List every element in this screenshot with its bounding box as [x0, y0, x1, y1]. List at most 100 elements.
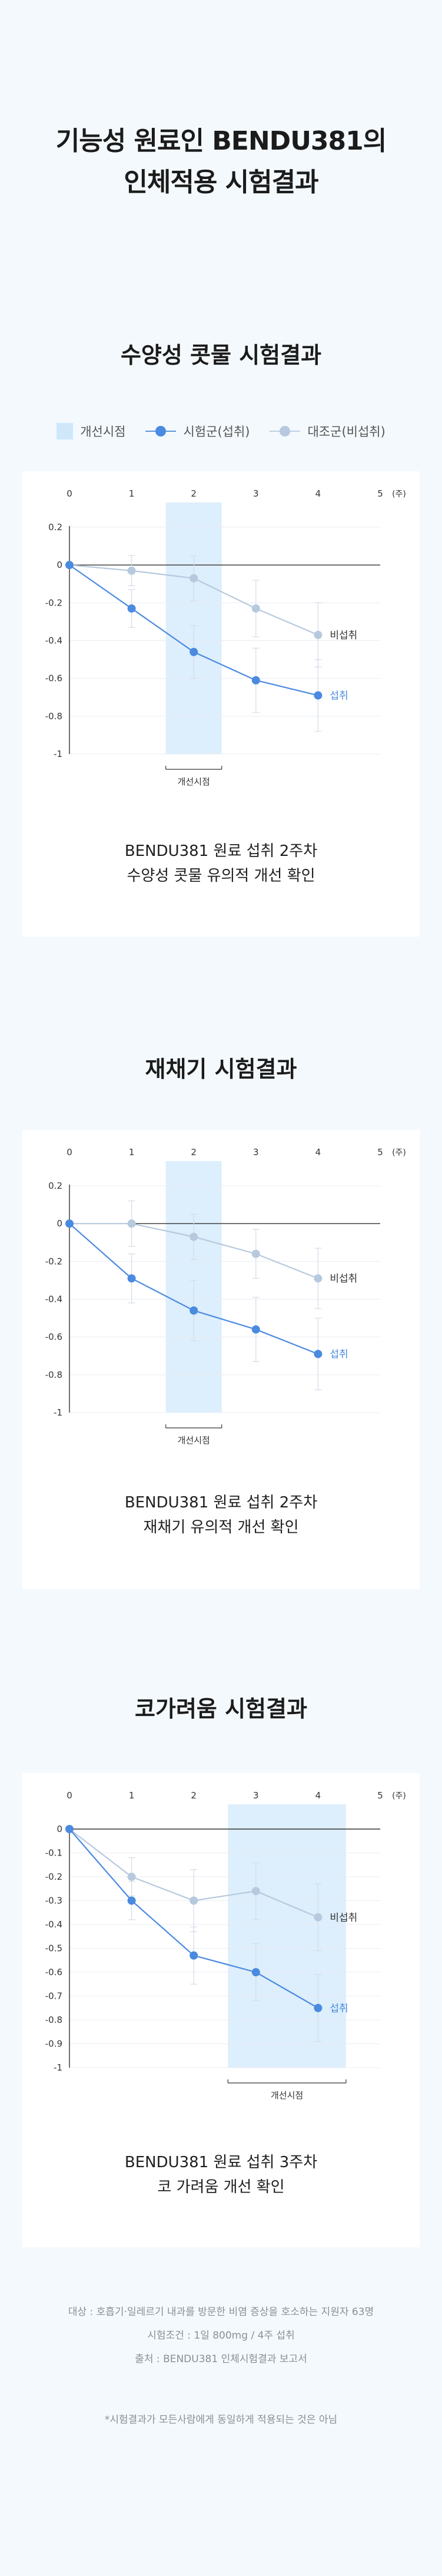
data-point-control [190, 1232, 198, 1241]
improvement-window [228, 1804, 346, 2068]
y-tick-label: 0.2 [48, 1180, 62, 1191]
data-point-treatment [65, 561, 74, 570]
y-tick-label: -0.2 [45, 597, 62, 608]
y-tick-label: -0.8 [45, 711, 62, 722]
data-point-control [190, 1896, 198, 1905]
data-point-treatment [251, 1968, 260, 1976]
data-point-control [314, 630, 323, 639]
y-tick-label: -0.6 [45, 1332, 62, 1342]
series-label-control: 비섭취 [330, 630, 357, 641]
data-point-control [251, 1249, 260, 1258]
chart-caption-sneezing: BENDU381 원료 섭취 2주차 재채기 유의적 개선 확인 [22, 1490, 420, 1540]
legend: 개선시점 시험군(섭취) 대조군(비섭취) [0, 419, 442, 443]
note-conditions: 시험조건 : 1일 800mg / 4주 섭취 [147, 2330, 295, 2342]
chart-nasal-itch: 0 1 2 3 4 5 (주) 0 -0.1 -0.2 -0.3 -0.4 -0.5 -0.6 -0.7 -0… [45, 1790, 406, 2101]
y-tick-label: -0.5 [45, 1943, 62, 1954]
x-tick-label: 2 [191, 1790, 197, 1801]
caption-line-2: 재채기 유의적 개선 확인 [143, 1519, 299, 1536]
data-point-control [251, 1887, 260, 1896]
x-unit-label: (주) [392, 1791, 406, 1801]
x-tick-label: 1 [129, 1790, 135, 1801]
data-point-control [314, 1913, 323, 1922]
x-tick-label: 2 [191, 1147, 197, 1158]
y-tick-label: -0.1 [45, 1848, 62, 1859]
data-point-treatment [65, 1219, 74, 1228]
y-tick-label: 0 [57, 1218, 62, 1229]
window-label: 개선시점 [178, 776, 210, 787]
y-tick-label: -0.4 [45, 1919, 62, 1930]
legend-swatch-treatment [145, 425, 177, 437]
series-label-treatment: 섭취 [330, 1349, 348, 1361]
data-point-treatment [251, 1325, 260, 1334]
caption-line-1: BENDU381 원료 섭취 2주차 [124, 1494, 318, 1512]
x-tick-label: 5 [377, 1147, 383, 1158]
y-tick-label: -0.4 [45, 1294, 62, 1305]
x-tick-label: 4 [315, 1147, 321, 1158]
data-point-control [190, 574, 198, 583]
legend-swatch-control [270, 425, 301, 437]
x-unit-label: (주) [392, 1148, 406, 1158]
section-title-sneezing: 재채기 시험결과 [145, 1056, 297, 1082]
y-tick-label: -0.2 [45, 1256, 62, 1266]
x-unit-label: (주) [392, 490, 406, 499]
data-point-control [251, 604, 260, 613]
y-tick-label: -0.4 [45, 636, 62, 646]
y-tick-label: -0.2 [45, 1871, 62, 1882]
y-tick-label: -0.8 [45, 1370, 62, 1380]
series-label-control: 비섭취 [330, 1912, 357, 1924]
window-label: 개선시점 [271, 2090, 303, 2101]
x-tick-label: 2 [191, 488, 197, 499]
data-point-control [314, 1274, 323, 1283]
data-point-treatment [251, 676, 260, 684]
legend-item-window: 개선시점 [57, 422, 125, 440]
chart-caption-runny-nose: BENDU381 원료 섭취 2주차 수양성 콧물 유의적 개선 확인 [22, 839, 420, 888]
y-tick-label: 0 [57, 560, 62, 570]
y-tick-label: -1 [54, 749, 62, 759]
y-tick-label: 0.2 [48, 522, 62, 533]
x-tick-label: 5 [377, 488, 383, 499]
y-tick-label: -0.7 [45, 1991, 62, 2002]
legend-item-treatment: 시험군(섭취) [145, 422, 250, 440]
x-tick-label: 4 [315, 1790, 321, 1801]
data-point-treatment [127, 1274, 136, 1283]
legend-swatch-window [57, 423, 74, 439]
y-tick-label: -0.3 [45, 1896, 62, 1906]
x-tick-label: 3 [253, 488, 259, 499]
note-subjects: 대상 : 호흡기·일레르기 내과를 방문한 비염 증상을 호소하는 지원자 63… [68, 2306, 374, 2318]
series-label-treatment: 섭취 [330, 690, 348, 702]
section-title-runny-nose: 수양성 콧물 시험결과 [120, 342, 322, 368]
series-label-control: 비섭취 [330, 1273, 357, 1285]
page-title: 기능성 원료인 BENDU381의 인체적용 시험결과 [0, 121, 442, 203]
chart-card-runny-nose: 0 1 2 3 4 5 (주) 0.2 0 -0.2 -0.4 -0.6 -0.8 -1 비섭취 섭취 개선시점… [22, 471, 420, 937]
caption-line-1: BENDU381 원료 섭취 3주차 [124, 2154, 318, 2171]
y-tick-label: -1 [54, 2062, 62, 2073]
note-disclaimer: *시험결과가 모든사람에게 동일하게 적용되는 것은 아님 [104, 2414, 338, 2426]
legend-item-control: 대조군(비섭취) [270, 422, 385, 440]
x-tick-label: 1 [129, 1147, 135, 1158]
data-point-control [127, 1219, 136, 1228]
note-source: 출처 : BENDU381 인체시험결과 보고서 [135, 2353, 307, 2365]
data-point-treatment [190, 1306, 198, 1315]
data-point-treatment [314, 2003, 323, 2012]
x-tick-label: 0 [67, 1147, 72, 1158]
x-tick-label: 4 [315, 488, 321, 499]
data-point-treatment [127, 1896, 136, 1905]
caption-line-2: 수양성 콧물 유의적 개선 확인 [127, 867, 315, 885]
data-point-control [127, 1873, 136, 1881]
y-tick-label: 0 [57, 1824, 62, 1834]
y-tick-label: -0.9 [45, 2039, 62, 2049]
series-label-treatment: 섭취 [330, 2003, 348, 2015]
caption-line-2: 코 가려움 개선 확인 [157, 2178, 285, 2196]
data-point-treatment [127, 604, 136, 613]
data-point-treatment [314, 1350, 323, 1358]
chart-card-nasal-itch: 0 1 2 3 4 5 (주) 0 -0.1 -0.2 -0.3 -0.4 -0.5 -0.6 -0.7 -0… [22, 1773, 420, 2247]
data-point-control [127, 566, 136, 575]
x-tick-label: 1 [129, 488, 135, 499]
data-point-treatment [314, 691, 323, 700]
x-tick-label: 0 [67, 1790, 72, 1801]
chart-caption-nasal-itch: BENDU381 원료 섭취 3주차 코 가려움 개선 확인 [22, 2150, 420, 2200]
window-label: 개선시점 [178, 1435, 210, 1446]
x-tick-label: 5 [377, 1790, 383, 1801]
